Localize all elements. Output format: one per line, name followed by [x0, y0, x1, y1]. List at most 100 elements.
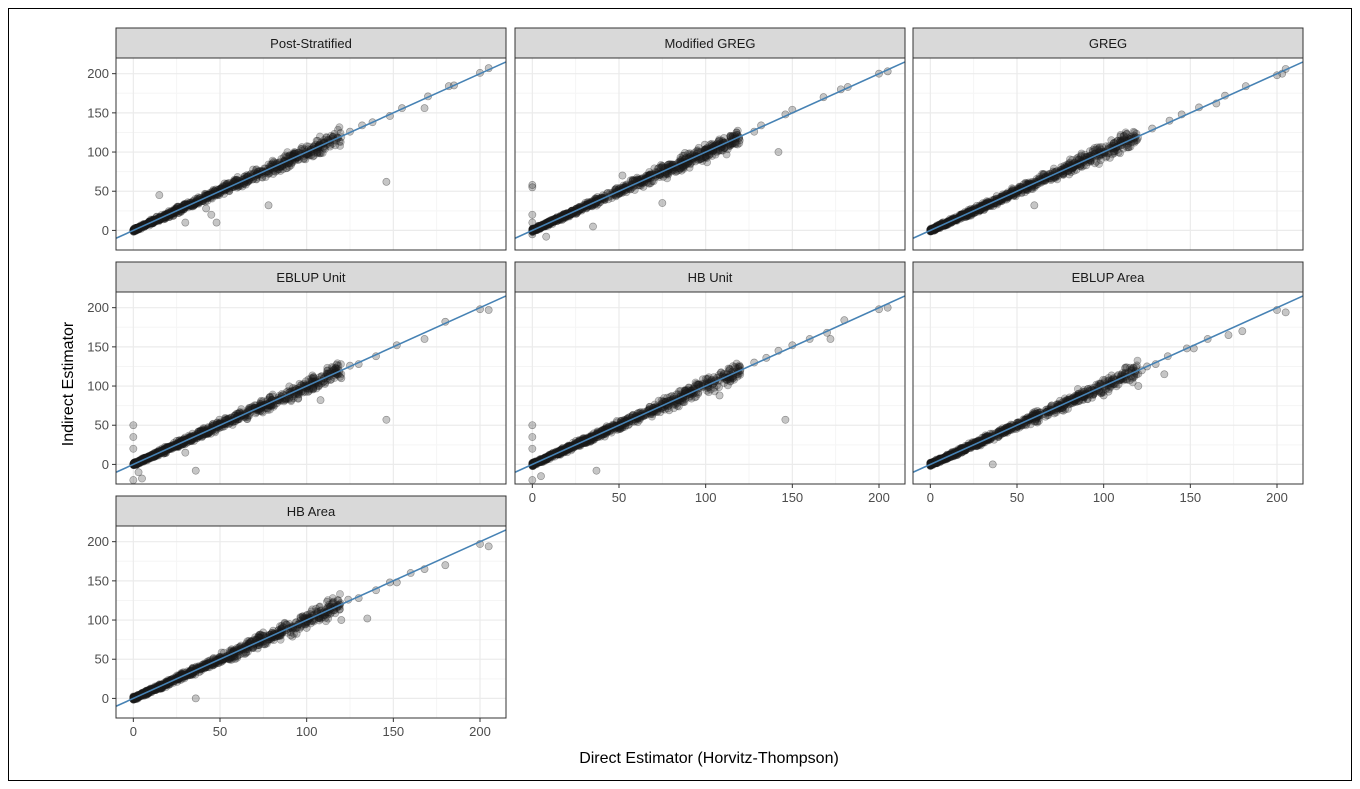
data-point	[657, 161, 665, 169]
data-point	[528, 476, 537, 484]
data-point	[323, 366, 332, 375]
data-point	[209, 419, 217, 428]
data-point	[331, 364, 340, 373]
data-point	[230, 175, 239, 184]
data-point	[724, 364, 733, 373]
data-point	[681, 386, 690, 395]
data-point	[726, 132, 735, 140]
data-point	[333, 359, 342, 368]
data-point	[676, 153, 685, 162]
data-point	[1129, 127, 1138, 136]
data-point	[698, 154, 707, 162]
facet-strip	[115, 27, 507, 59]
data-point	[283, 148, 292, 157]
data-point	[283, 164, 291, 172]
data-point	[1107, 136, 1116, 145]
data-point	[1038, 170, 1047, 178]
data-point	[420, 335, 429, 343]
data-point	[645, 179, 654, 188]
panel-border	[514, 57, 906, 251]
facet-title: EBLUP Area	[1072, 270, 1146, 285]
data-point	[1065, 170, 1074, 179]
data-point	[690, 382, 699, 391]
x-tick-label: 0	[529, 490, 536, 505]
data-point	[309, 373, 318, 382]
data-point	[1119, 131, 1128, 140]
data-point	[280, 397, 288, 406]
reference-line	[116, 295, 506, 473]
data-point	[1066, 155, 1074, 164]
data-point	[684, 383, 693, 392]
data-point	[657, 396, 666, 405]
data-point	[257, 398, 265, 407]
data-point	[290, 148, 299, 156]
data-point	[265, 169, 273, 178]
data-point	[266, 392, 274, 401]
data-point	[322, 133, 331, 142]
data-point	[708, 152, 716, 160]
data-point	[657, 163, 665, 172]
data-point	[630, 186, 639, 194]
y-tick-label: 100	[87, 379, 109, 394]
data-point	[307, 151, 316, 160]
data-point	[715, 135, 724, 144]
data-point	[602, 422, 611, 431]
data-point	[294, 394, 303, 403]
data-point	[211, 428, 220, 437]
data-point	[382, 415, 391, 424]
data-point	[134, 468, 143, 477]
data-point	[649, 177, 658, 186]
data-point	[694, 143, 703, 152]
data-point	[1130, 128, 1139, 137]
data-point	[1116, 149, 1124, 158]
data-point	[258, 173, 267, 182]
data-point	[313, 148, 322, 157]
data-point	[155, 191, 164, 200]
data-point	[1093, 145, 1102, 154]
data-point	[726, 141, 734, 150]
data-point	[202, 204, 211, 213]
data-point	[645, 402, 654, 411]
y-tick-label: 200	[87, 66, 109, 81]
y-tick-label: 0	[102, 457, 109, 472]
data-point	[301, 377, 310, 386]
data-point	[726, 377, 735, 385]
data-point	[313, 136, 322, 145]
data-point	[690, 393, 699, 402]
data-point	[237, 405, 246, 414]
data-point	[715, 383, 723, 392]
data-point	[686, 160, 695, 169]
data-point	[1088, 147, 1097, 156]
data-point	[321, 380, 329, 388]
data-point	[656, 408, 665, 417]
data-point	[1070, 166, 1078, 175]
data-point	[693, 381, 702, 389]
data-point	[720, 144, 729, 152]
facet-1: Modified GREG	[514, 27, 906, 251]
data-point	[266, 405, 274, 414]
data-point	[321, 378, 330, 387]
data-point	[723, 381, 732, 390]
data-point	[1116, 131, 1125, 139]
x-tick-label: 100	[695, 490, 717, 505]
data-point	[705, 151, 714, 160]
data-point	[691, 378, 700, 387]
data-point	[1074, 153, 1083, 162]
data-point	[285, 382, 294, 391]
data-point	[731, 140, 740, 148]
data-point	[222, 179, 231, 188]
data-point	[1053, 175, 1062, 184]
data-point	[704, 373, 713, 382]
data-point	[264, 160, 273, 169]
data-point	[633, 418, 642, 427]
panel-content	[913, 58, 1303, 250]
data-point	[528, 218, 537, 227]
data-point	[243, 415, 252, 424]
facet-strip	[514, 27, 906, 59]
data-point	[1090, 159, 1099, 168]
data-point	[258, 173, 266, 181]
data-point	[713, 381, 721, 390]
data-point	[677, 163, 686, 172]
data-point	[268, 390, 277, 399]
